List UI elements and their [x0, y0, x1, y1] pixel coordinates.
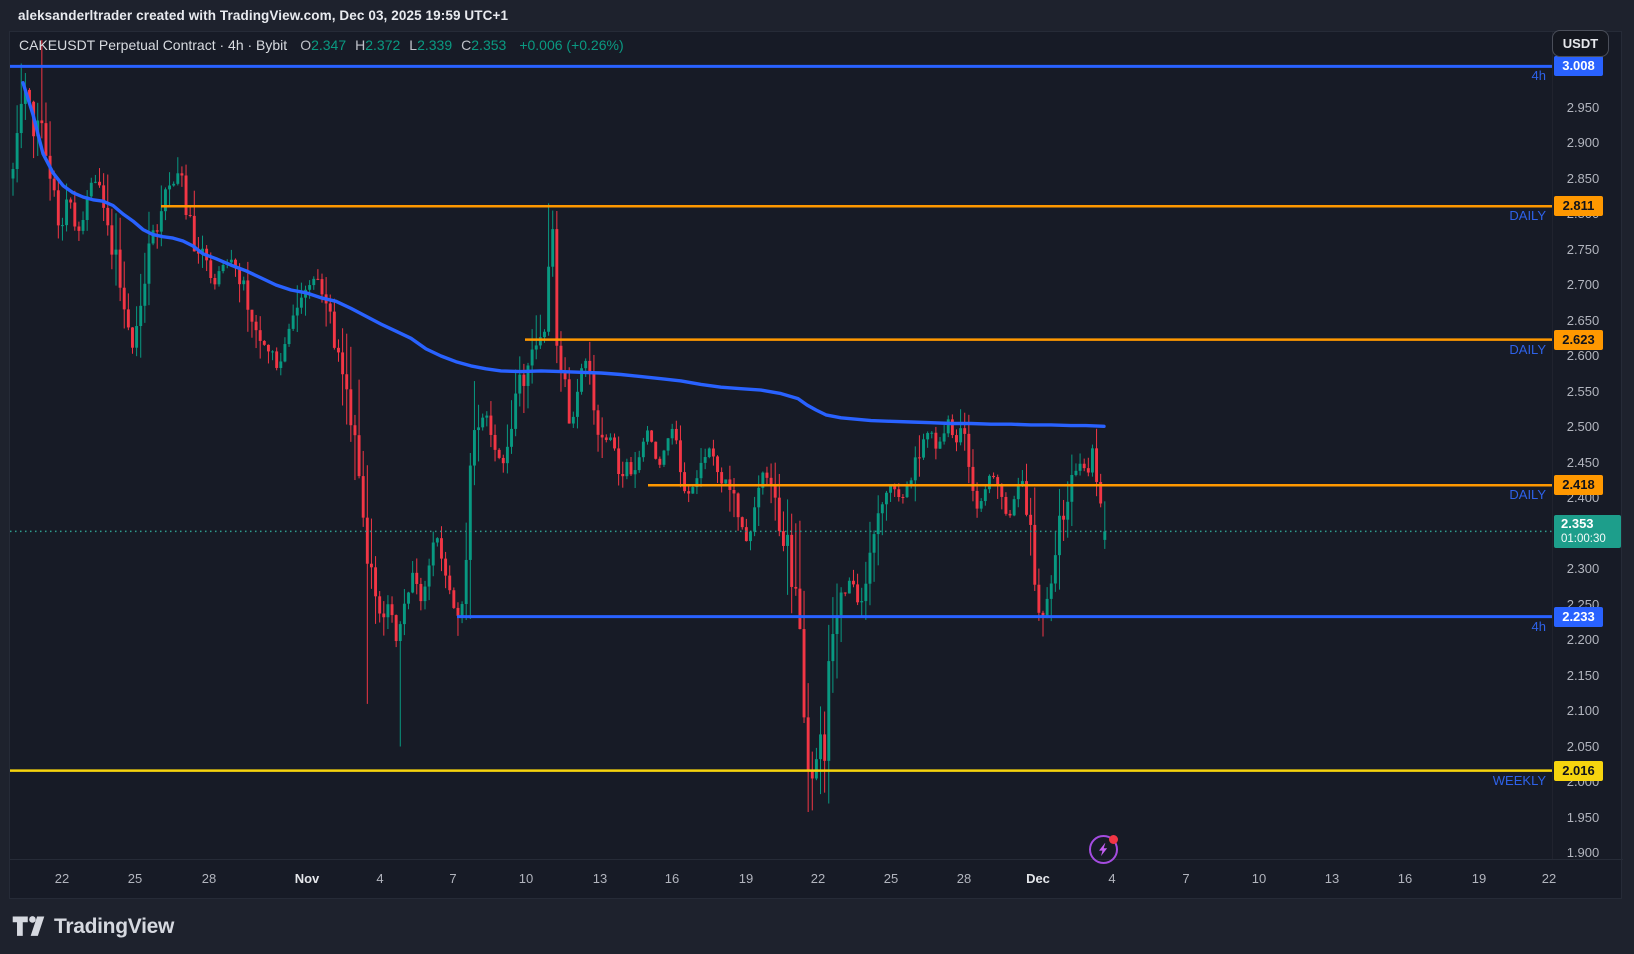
price-tick: 2.600: [1566, 348, 1600, 363]
last-price: 2.353: [1561, 516, 1594, 532]
tradingview-wordmark[interactable]: TradingView: [54, 914, 175, 938]
time-tick: 25: [883, 871, 899, 886]
price-level-label-resistance-3008: 3.008: [1554, 56, 1603, 77]
price-tick: 2.750: [1566, 241, 1600, 257]
time-tick: 19: [738, 871, 754, 886]
price-level-label-daily-2418: 2.418: [1554, 475, 1603, 496]
symbol-title[interactable]: CAKEUSDT Perpetual Contract · 4h · Bybit: [19, 37, 288, 53]
time-tick: 10: [1251, 871, 1267, 886]
notification-dot: [1109, 835, 1118, 844]
time-tick: 28: [201, 871, 217, 886]
price-tick: 2.100: [1566, 703, 1600, 718]
close-value: C2.353: [461, 37, 507, 53]
time-tick: 22: [1541, 871, 1557, 886]
time-tick: 25: [127, 871, 143, 886]
tradingview-logo-icon[interactable]: [12, 913, 45, 940]
price-tick: 2.650: [1566, 312, 1600, 328]
time-tick: Nov: [294, 871, 320, 886]
candles-group[interactable]: [11, 40, 1107, 812]
attribution-text: aleksanderltrader created with TradingVi…: [18, 8, 509, 23]
chart-panel: 4h DAILY DAILY DAILY 4h WEEKLY CAKEUSDT Perpe…: [9, 31, 1623, 899]
price-tick: 1.950: [1566, 809, 1600, 825]
ohlc-values: O2.347 H2.372 L2.339 C2.353: [300, 37, 506, 53]
price-level-label-daily-2811: 2.811: [1554, 196, 1603, 217]
time-tick: 19: [1471, 871, 1487, 886]
price-tick: 2.050: [1566, 738, 1600, 754]
price-tick: 1.900: [1566, 845, 1600, 860]
price-level-label-weekly-2016: 2.016: [1554, 760, 1603, 781]
price-tick: 2.150: [1566, 667, 1600, 683]
price-axis[interactable]: 2.9502.9002.8502.8002.7502.7002.6502.600…: [1552, 32, 1622, 860]
low-value: L2.339: [409, 37, 453, 53]
price-tick: 2.900: [1566, 135, 1600, 150]
price-level-label-daily-2623: 2.623: [1554, 329, 1603, 350]
symbol-legend: CAKEUSDT Perpetual Contract · 4h · Bybit…: [19, 37, 624, 53]
price-tick: 2.700: [1566, 277, 1600, 292]
time-tick: 4: [1108, 871, 1116, 886]
time-tick: 22: [54, 871, 70, 886]
price-tick: 2.450: [1566, 454, 1600, 470]
price-tick: 2.200: [1566, 632, 1600, 647]
time-tick: 7: [1182, 871, 1190, 886]
current-price-label: 2.353 01:00:30: [1554, 515, 1621, 549]
open-value: O2.347: [300, 37, 347, 53]
high-value: H2.372: [355, 37, 401, 53]
currency-toggle-button[interactable]: USDT: [1552, 30, 1609, 57]
time-axis[interactable]: 22 25 28 Nov 4 7 10 13 16 19 22 25 28 Dec 4 7 10 13 16 19 22: [10, 859, 1623, 899]
time-tick: 16: [664, 871, 680, 886]
change-value: +0.006 (+0.26%): [519, 37, 624, 53]
time-tick: 28: [956, 871, 972, 886]
price-tick: 2.850: [1566, 170, 1600, 186]
footer-bar: TradingView: [0, 899, 1634, 954]
price-tick: 2.550: [1566, 383, 1600, 399]
price-level-label-support-2233: 2.233: [1554, 606, 1603, 627]
candlestick-plot[interactable]: [10, 32, 1552, 859]
lightning-bolt-icon: [1099, 842, 1108, 857]
ma-line[interactable]: [21, 81, 1106, 428]
time-tick: 22: [810, 871, 826, 886]
time-tick: Dec: [1026, 871, 1050, 886]
time-tick: 13: [592, 871, 608, 886]
time-tick: 10: [518, 871, 534, 886]
price-tick: 2.500: [1566, 419, 1600, 434]
time-tick: 4: [376, 871, 384, 886]
time-tick: 16: [1397, 871, 1413, 886]
time-tick: 13: [1324, 871, 1340, 886]
price-tick: 2.300: [1566, 561, 1600, 576]
bar-countdown: 01:00:30: [1561, 533, 1606, 546]
price-tick: 2.950: [1566, 99, 1600, 115]
time-tick: 7: [449, 871, 457, 886]
flash-events-icon[interactable]: [1089, 835, 1118, 864]
